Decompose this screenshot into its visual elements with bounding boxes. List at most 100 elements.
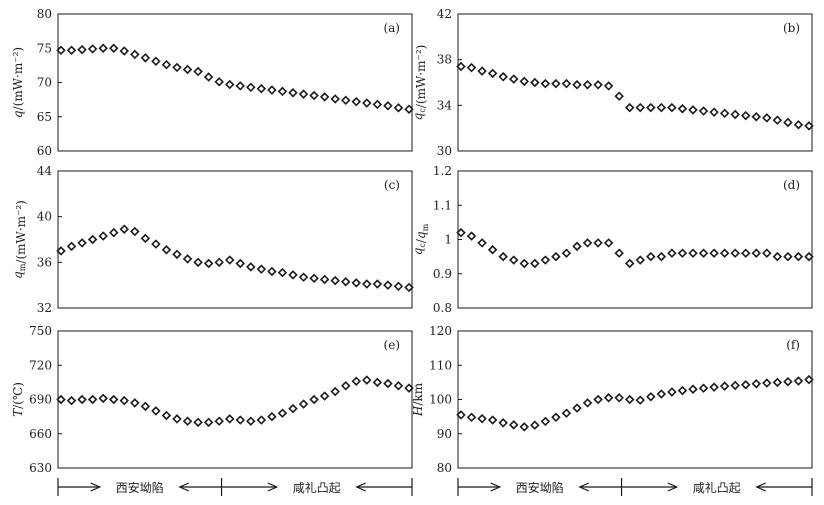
data-point	[224, 79, 235, 90]
data-point	[656, 389, 667, 399]
arrow-head	[490, 482, 502, 492]
data-point	[309, 394, 319, 405]
panel-label: (a)	[383, 21, 400, 35]
y-tick-label: 100	[429, 393, 452, 407]
data-point	[740, 248, 751, 258]
data-point	[719, 248, 730, 258]
data-point	[119, 224, 130, 234]
data-point	[561, 408, 572, 418]
data-point	[372, 279, 383, 289]
data-point	[709, 248, 719, 258]
panel-label: (d)	[783, 178, 800, 192]
data-point	[551, 412, 561, 423]
y-tick-label: 80	[37, 7, 52, 21]
y-tick-label: 690	[29, 393, 52, 407]
data-point	[140, 233, 151, 244]
data-point	[772, 115, 783, 125]
data-point	[793, 376, 804, 386]
y-tick-label: 1	[444, 233, 452, 247]
data-point	[77, 394, 87, 405]
data-point	[698, 106, 709, 116]
data-point	[751, 379, 762, 389]
data-point	[193, 66, 203, 77]
y-axis-label: qm/(mW·m⁻²)	[11, 200, 28, 279]
data-point	[793, 120, 804, 130]
data-point	[151, 56, 161, 66]
y-tick-label: 38	[437, 53, 452, 67]
data-point	[498, 251, 508, 262]
data-point	[309, 90, 319, 101]
data-point	[519, 422, 530, 432]
y-axis-label: q/(mW·m⁻²)	[11, 47, 25, 118]
y-axis-label: T/(℃)	[11, 382, 25, 417]
y-tick-label: 70	[37, 76, 52, 90]
data-point	[603, 238, 614, 248]
data-point	[267, 85, 277, 95]
chart-panel-c: 32 36 40 44 (c) qm/(mW·m⁻²)	[11, 164, 414, 315]
data-point	[277, 408, 288, 418]
data-point	[277, 86, 288, 97]
data-point	[319, 92, 330, 102]
data-point	[393, 103, 404, 113]
data-point	[130, 49, 140, 60]
data-point	[804, 374, 814, 385]
data-point	[656, 102, 667, 113]
data-point	[98, 231, 108, 241]
data-point	[319, 391, 330, 401]
panel-label: (b)	[783, 21, 800, 35]
data-point	[246, 416, 256, 426]
data-point	[108, 394, 119, 405]
y-tick-label: 660	[29, 427, 52, 441]
data-point	[203, 72, 214, 82]
data-point	[193, 257, 203, 268]
data-point	[572, 241, 582, 252]
y-tick-label: 80	[437, 461, 452, 475]
data-point	[519, 76, 530, 87]
data-point	[624, 102, 635, 113]
data-point	[572, 80, 582, 90]
data-point	[530, 77, 540, 88]
data-point	[288, 403, 298, 414]
data-point	[804, 251, 814, 262]
plot-frame	[57, 170, 413, 309]
data-point	[677, 248, 688, 258]
data-point	[762, 113, 772, 123]
region-bar-left: 西安坳陷 咸礼凸起	[57, 478, 413, 496]
data-point	[98, 43, 108, 53]
data-point	[635, 395, 646, 405]
data-point	[783, 251, 793, 262]
data-point	[151, 406, 161, 416]
data-point	[466, 231, 477, 241]
data-point	[330, 386, 340, 397]
data-point	[519, 258, 530, 269]
data-point	[298, 399, 309, 409]
data-point	[404, 282, 414, 293]
data-point	[614, 248, 624, 258]
data-point	[762, 378, 772, 388]
data-point	[551, 78, 561, 89]
plot-frame	[57, 13, 413, 152]
data-point	[362, 375, 372, 385]
data-point	[172, 414, 182, 424]
data-point	[362, 98, 372, 108]
data-point	[351, 278, 362, 288]
data-point	[383, 378, 393, 389]
data-point	[477, 413, 487, 424]
data-point	[277, 267, 288, 278]
data-point	[772, 251, 783, 262]
region-label-west: 西安坳陷	[516, 480, 564, 495]
data-point	[56, 45, 66, 56]
y-tick-label: 42	[437, 7, 452, 21]
data-point	[688, 384, 698, 394]
data-point	[740, 110, 751, 121]
data-point	[508, 255, 519, 265]
y-tick-label: 65	[37, 110, 52, 124]
data-point	[319, 274, 330, 285]
y-axis-label: qc/qm	[411, 223, 430, 255]
arrow-head	[667, 482, 679, 492]
data-point	[762, 248, 772, 258]
data-point	[383, 280, 393, 290]
data-point	[330, 275, 340, 286]
data-point	[256, 415, 267, 425]
